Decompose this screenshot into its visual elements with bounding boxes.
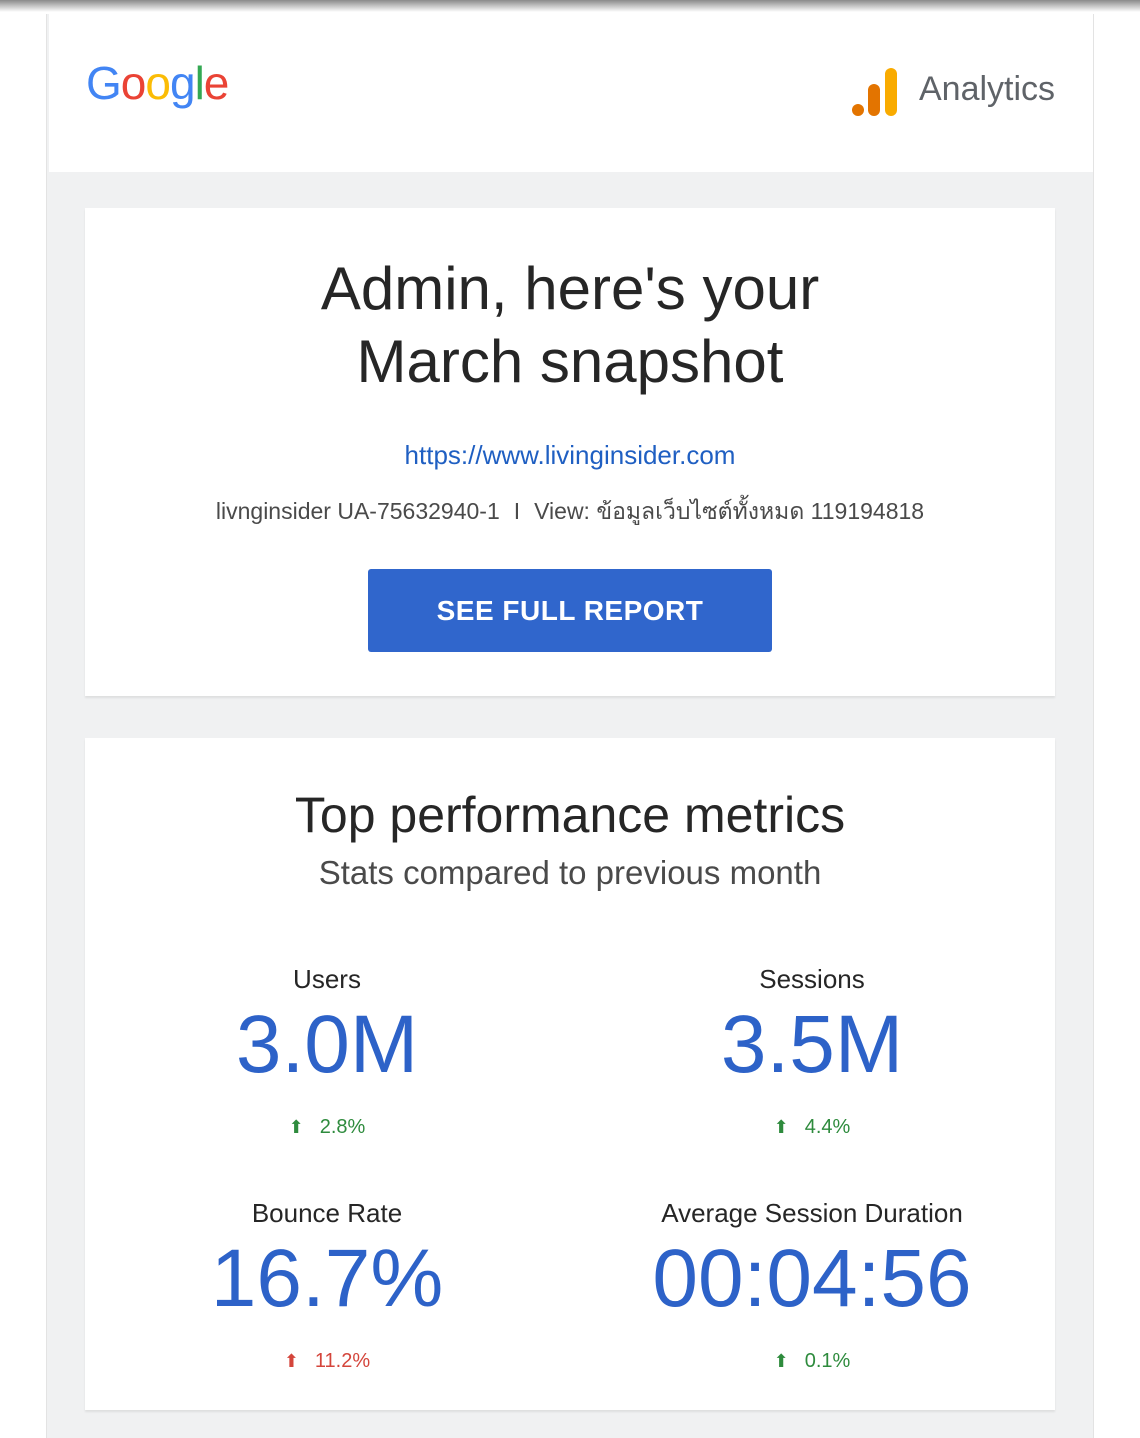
top-shadow	[0, 0, 1140, 12]
google-logo-letter: o	[145, 57, 171, 109]
metric-change: ⬆ 0.1%	[592, 1350, 1032, 1373]
metric-change-value: 4.4%	[804, 1116, 851, 1138]
title-line-1: Admin, here's your	[320, 255, 820, 322]
metric-value: 3.5M	[720, 999, 904, 1090]
arrow-up-icon: ⬆	[773, 1117, 789, 1137]
google-logo-letter: e	[203, 57, 230, 109]
title-line-2: March snapshot	[356, 328, 784, 395]
metric-label: Users	[293, 964, 361, 994]
metric-change: ⬆ 2.8%	[107, 1116, 547, 1139]
account-info: livnginsider UA-75632940-1 I View: ข้อมูลเ…	[85, 494, 1055, 530]
arrow-up-icon: ⬆	[283, 1351, 299, 1371]
google-logo: Google	[86, 56, 230, 110]
page-title: Admin, here's your March snapshot	[85, 252, 1055, 398]
metric-change: ⬆ 4.4%	[592, 1116, 1032, 1139]
metrics-subtitle: Stats compared to previous month	[318, 854, 822, 891]
google-logo-letter: o	[120, 57, 147, 109]
metric-change: ⬆ 11.2%	[107, 1350, 547, 1373]
metric-change-value: 11.2%	[314, 1350, 371, 1372]
arrow-up-icon: ⬆	[773, 1351, 789, 1371]
metric-change-value: 0.1%	[804, 1350, 851, 1372]
site-url-link[interactable]: https://www.livinginsider.com	[404, 440, 736, 470]
email-body: Google Analytics Admin, here's your Marc…	[46, 14, 1094, 1438]
metric-label: Bounce Rate	[251, 1198, 403, 1228]
analytics-label: Analytics	[919, 70, 1056, 108]
metrics-card: Top performance metrics Stats compared t…	[85, 738, 1055, 1410]
google-logo-letter: l	[194, 57, 205, 109]
view-label: View: ข้อมูลเว็บไซต์ทั้งหมด 119194818	[534, 498, 925, 524]
email-header: Google Analytics	[49, 14, 1093, 172]
metric-value: 16.7%	[210, 1233, 444, 1324]
account-name: livnginsider UA-75632940-1	[215, 498, 500, 524]
metric-value: 3.0M	[235, 999, 419, 1090]
google-logo-letter: g	[169, 57, 196, 109]
metric-value: 00:04:56	[652, 1233, 972, 1324]
google-analytics-bars-icon	[852, 68, 897, 116]
metric-label: Average Session Duration	[661, 1198, 963, 1228]
separator: I	[513, 498, 521, 524]
arrow-up-icon: ⬆	[288, 1117, 304, 1137]
snapshot-card: Admin, here's your March snapshot https:…	[85, 208, 1055, 696]
google-logo-letter: G	[86, 57, 122, 109]
metric-change-value: 2.8%	[319, 1116, 366, 1138]
see-full-report-button[interactable]: SEE FULL REPORT	[368, 569, 772, 652]
metric-label: Sessions	[759, 964, 865, 994]
metrics-title: Top performance metrics	[294, 787, 846, 843]
